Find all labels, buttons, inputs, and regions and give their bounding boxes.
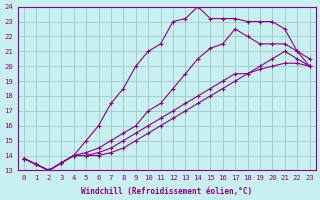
X-axis label: Windchill (Refroidissement éolien,°C): Windchill (Refroidissement éolien,°C) — [81, 187, 252, 196]
